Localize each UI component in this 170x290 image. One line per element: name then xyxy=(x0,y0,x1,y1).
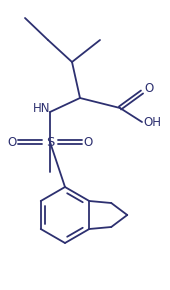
Text: S: S xyxy=(46,135,54,148)
Text: HN: HN xyxy=(33,102,51,115)
Text: OH: OH xyxy=(143,115,161,128)
Text: O: O xyxy=(144,82,154,95)
Text: O: O xyxy=(83,135,93,148)
Text: O: O xyxy=(7,135,17,148)
